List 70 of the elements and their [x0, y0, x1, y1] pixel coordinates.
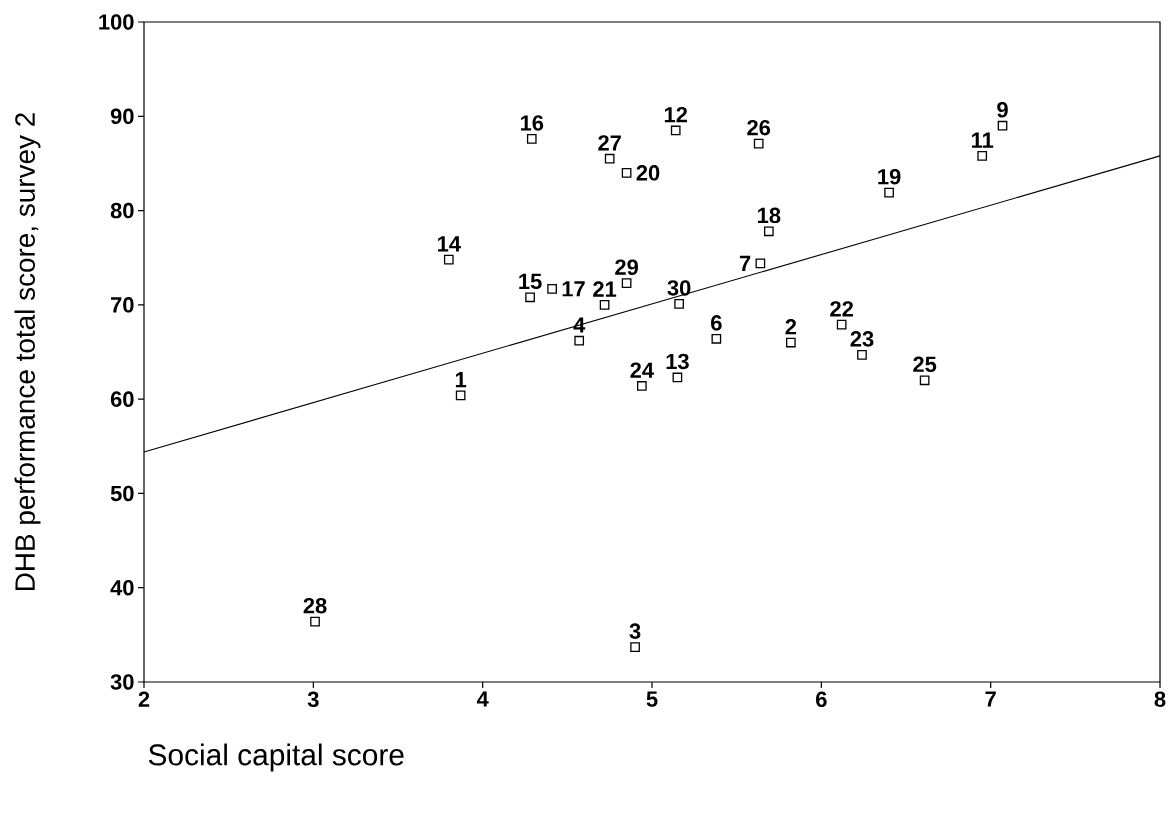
- x-axis-title: Social capital score: [148, 743, 404, 772]
- annotation: 23: [850, 331, 874, 347]
- y-tick-label: 70: [111, 297, 134, 313]
- annotation: 3: [629, 623, 641, 639]
- annotation: 16: [520, 115, 544, 131]
- y-tick-label: 100: [99, 14, 134, 30]
- annotation: 13: [666, 353, 689, 370]
- annotation: 24: [630, 362, 654, 378]
- point: [525, 292, 535, 303]
- x-tick-label: 8: [1154, 691, 1166, 708]
- point: [526, 134, 537, 144]
- annotation: 26: [747, 119, 771, 136]
- point: [997, 120, 1008, 131]
- y-tick-label: 80: [110, 202, 134, 219]
- point: [310, 616, 320, 627]
- point: [672, 372, 683, 383]
- annotation: 20: [636, 165, 660, 181]
- annotation: 22: [830, 301, 853, 317]
- point: [455, 390, 466, 401]
- annotation: 15: [519, 273, 542, 290]
- annotation: 6: [711, 315, 722, 331]
- point: [753, 138, 764, 149]
- point: [547, 283, 557, 294]
- x-tick-label: 6: [816, 691, 827, 708]
- annotation: 27: [598, 135, 621, 151]
- x-tick-label: 3: [307, 691, 319, 708]
- point: [711, 333, 722, 344]
- y-axis-title: DHB performance total score, survey 2: [14, 113, 41, 591]
- x-tick-label: 4: [476, 691, 489, 707]
- x-tick-label: 7: [985, 691, 996, 707]
- x-tick-label: 2: [138, 691, 150, 707]
- annotation: 11: [972, 132, 994, 148]
- point: [443, 254, 454, 265]
- annotation: 25: [913, 356, 937, 373]
- y-tick-label: 40: [110, 579, 134, 596]
- point: [763, 226, 774, 237]
- annotation: 1: [455, 372, 467, 388]
- annotation: 21: [593, 281, 617, 297]
- y-tick-label: 50: [110, 485, 134, 502]
- point: [674, 299, 684, 309]
- point: [977, 151, 988, 161]
- point: [621, 278, 632, 289]
- point: [670, 125, 681, 136]
- y-tick-label: 60: [110, 391, 134, 407]
- annotation: 28: [303, 597, 327, 614]
- point: [884, 187, 894, 198]
- annotation: 19: [878, 168, 901, 185]
- annotation: 14: [437, 236, 461, 252]
- point: [621, 168, 632, 178]
- point: [755, 258, 766, 269]
- annotation: 12: [664, 106, 688, 123]
- annotation: 18: [758, 207, 781, 224]
- point: [636, 381, 647, 391]
- point: [604, 153, 615, 164]
- annotation: 30: [667, 280, 691, 296]
- y-tick-label: 30: [110, 674, 134, 690]
- point: [857, 349, 867, 360]
- annotation: 9: [997, 101, 1008, 118]
- point: [574, 335, 585, 346]
- annotation: 17: [562, 281, 585, 297]
- annotation: 2: [785, 319, 797, 335]
- annotation: 29: [615, 259, 638, 275]
- point: [630, 642, 640, 652]
- x-tick-label: 5: [646, 691, 658, 707]
- point: [599, 300, 610, 310]
- point: [919, 375, 930, 386]
- y-tick-label: 90: [110, 108, 134, 125]
- point: [786, 337, 796, 348]
- annotation: 7: [739, 255, 751, 271]
- point: [836, 319, 847, 330]
